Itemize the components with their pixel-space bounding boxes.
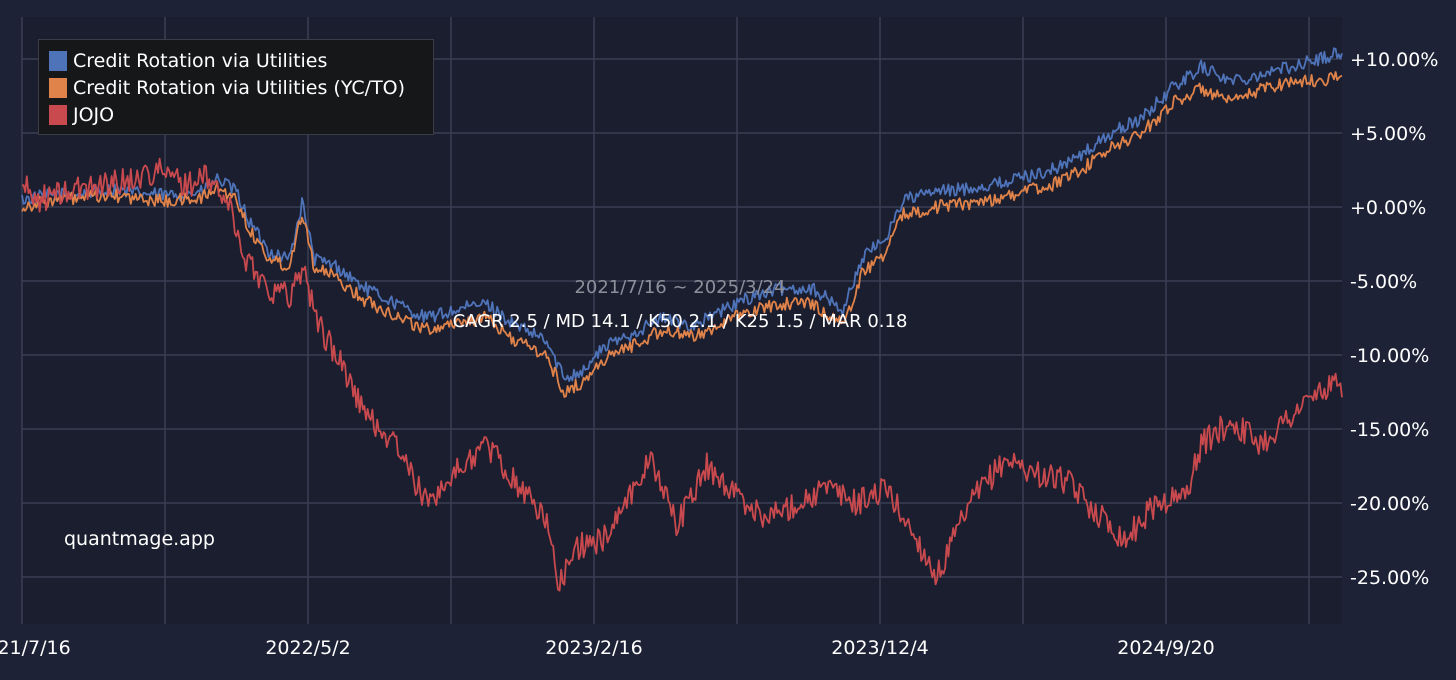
legend-item-jojo[interactable]: JOJO <box>49 103 114 127</box>
series-lines <box>21 47 1343 592</box>
y-tick-label: -5.00% <box>1350 271 1417 293</box>
y-tick-label: -15.00% <box>1350 419 1429 441</box>
period-annotation: 2021/7/16 ~ 2025/3/24 <box>574 277 786 298</box>
chart-legend: Credit Rotation via Utilities Credit Rot… <box>38 39 434 135</box>
x-tick-label: 2024/9/20 <box>1117 637 1214 659</box>
legend-label-credit-rotation-yc-to: Credit Rotation via Utilities (YC/TO) <box>73 77 406 99</box>
series-line-2 <box>21 157 1343 592</box>
y-tick-label: +0.00% <box>1350 197 1426 219</box>
legend-item-credit-rotation[interactable]: Credit Rotation via Utilities <box>49 49 327 73</box>
series-line-1 <box>21 71 1343 398</box>
legend-swatch-credit-rotation-yc-to <box>49 78 67 98</box>
y-tick-label: -25.00% <box>1350 567 1429 589</box>
stats-annotation: CAGR 2.5 / MD 14.1 / K50 2.1 / K25 1.5 /… <box>452 311 908 332</box>
y-axis-ticks: +10.00% +5.00% +0.00% -5.00% -10.00% -15.00% -… <box>1350 49 1438 589</box>
legend-label-credit-rotation: Credit Rotation via Utilities <box>73 50 328 72</box>
x-axis-ticks: 2021/7/16 2022/5/2 2023/2/16 2023/12/4 2024/… <box>0 637 1215 659</box>
legend-label-jojo: JOJO <box>73 104 115 126</box>
watermark: quantmage.app <box>64 528 215 550</box>
x-tick-label: 2023/12/4 <box>831 637 928 659</box>
series-line-0 <box>21 47 1343 382</box>
legend-swatch-credit-rotation <box>49 51 67 71</box>
legend-item-credit-rotation-yc-to[interactable]: Credit Rotation via Utilities (YC/TO) <box>49 76 405 100</box>
y-tick-label: -20.00% <box>1350 493 1429 515</box>
legend-swatch-jojo <box>49 105 67 125</box>
y-tick-label: -10.00% <box>1350 345 1429 367</box>
x-tick-label: 2023/2/16 <box>545 637 642 659</box>
x-tick-label: 2021/7/16 <box>0 637 71 659</box>
x-tick-label: 2022/5/2 <box>265 637 350 659</box>
y-tick-label: +10.00% <box>1350 49 1438 71</box>
y-tick-label: +5.00% <box>1350 123 1426 145</box>
